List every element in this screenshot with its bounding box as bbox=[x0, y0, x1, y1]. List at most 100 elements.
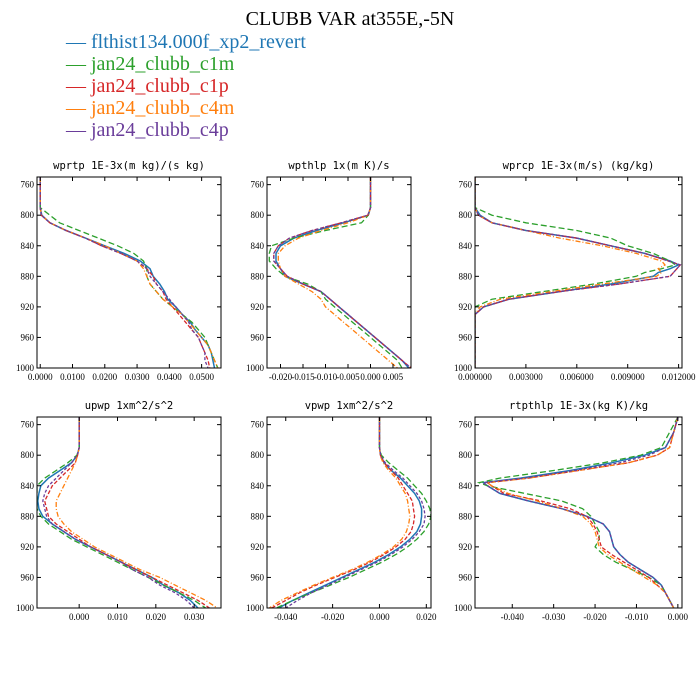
series-line bbox=[44, 417, 210, 608]
series-line bbox=[268, 177, 403, 368]
series-line bbox=[268, 417, 411, 608]
panel-title: vpwp 1xm^2/s^2 bbox=[305, 400, 394, 412]
y-tick-label: 760 bbox=[21, 180, 35, 190]
legend-line-swatch: — bbox=[66, 119, 86, 141]
y-tick-label: 920 bbox=[459, 302, 473, 312]
y-tick-label: 1000 bbox=[16, 363, 35, 373]
series-line bbox=[39, 177, 211, 368]
x-tick-label: -0.015 bbox=[291, 372, 315, 382]
legend-line-swatch: — bbox=[66, 97, 86, 119]
series-line bbox=[37, 417, 207, 608]
series-line bbox=[278, 417, 423, 608]
y-tick-label: 880 bbox=[459, 271, 473, 281]
y-tick-label: 1000 bbox=[16, 603, 35, 613]
y-tick-label: 880 bbox=[459, 511, 473, 521]
x-tick-label: 0.006000 bbox=[560, 372, 594, 382]
plot-frame bbox=[36, 416, 222, 609]
x-tick-label: 0.020 bbox=[146, 612, 167, 622]
series-line bbox=[475, 177, 667, 368]
series-group bbox=[268, 177, 411, 368]
x-tick-label: 0.000 bbox=[369, 612, 390, 622]
series-group bbox=[268, 417, 431, 608]
series-group bbox=[475, 177, 682, 368]
chart-panel: wprcp 1E-3x(m/s) (kg/kg) 760 800 840 880 920 9… bbox=[454, 160, 696, 382]
legend: — flthist134.000f_xp2_revert — jan24_clu… bbox=[66, 31, 306, 141]
x-tick-label: 0.009000 bbox=[611, 372, 645, 382]
y-tick-label: 960 bbox=[21, 572, 35, 582]
y-tick-label: 920 bbox=[21, 542, 35, 552]
x-tick-label: -0.010 bbox=[314, 372, 338, 382]
y-tick-label: 880 bbox=[251, 511, 265, 521]
x-tick-label: 0.0100 bbox=[60, 372, 85, 382]
y-tick-label: 800 bbox=[21, 450, 35, 460]
y-tick-label: 760 bbox=[251, 180, 265, 190]
y-tick-label: 920 bbox=[459, 542, 473, 552]
series-line bbox=[481, 417, 679, 608]
series-line bbox=[485, 417, 679, 608]
y-tick-label: 920 bbox=[251, 542, 265, 552]
series-line bbox=[39, 177, 219, 368]
panel-title: wprcp 1E-3x(m/s) (kg/kg) bbox=[503, 160, 655, 172]
y-tick-label: 960 bbox=[459, 332, 473, 342]
plot-frame bbox=[266, 176, 412, 369]
series-line bbox=[39, 177, 209, 368]
series-line bbox=[475, 177, 681, 368]
y-tick-label: 840 bbox=[21, 481, 35, 491]
legend-entry: — flthist134.000f_xp2_revert bbox=[66, 31, 306, 53]
x-tick-label: 0.000 bbox=[360, 372, 381, 382]
y-tick-label: 1000 bbox=[454, 363, 473, 373]
y-tick-label: 800 bbox=[459, 210, 473, 220]
x-tick-label: 0.0400 bbox=[157, 372, 182, 382]
series-group bbox=[39, 177, 219, 368]
figure-title: CLUBB VAR at355E,-5N bbox=[245, 8, 455, 30]
x-tick-label: -0.040 bbox=[501, 612, 525, 622]
chart-panel: wprtp 1E-3x(m kg)/(s kg) 760 800 840 880 920 9… bbox=[16, 160, 222, 382]
series-line bbox=[285, 417, 426, 608]
legend-label: jan24_clubb_c1m bbox=[91, 53, 235, 75]
x-tick-label: 0.0000 bbox=[28, 372, 53, 382]
y-tick-label: 920 bbox=[251, 302, 265, 312]
series-line bbox=[39, 177, 219, 368]
series-line bbox=[37, 417, 199, 608]
panel-title: wpthlp 1x(m K)/s bbox=[288, 160, 389, 172]
y-tick-label: 760 bbox=[459, 420, 473, 430]
legend-line-swatch: — bbox=[66, 75, 86, 97]
plot-frame bbox=[36, 176, 222, 369]
chart-panel: rtpthlp 1E-3x(kg K)/kg 760 800 840 880 920 960… bbox=[454, 400, 688, 622]
panel-title: rtpthlp 1E-3x(kg K)/kg bbox=[509, 400, 648, 412]
series-line bbox=[475, 177, 682, 368]
x-tick-label: 0.000 bbox=[668, 612, 689, 622]
x-tick-label: 0.012000 bbox=[662, 372, 696, 382]
chart-panel: vpwp 1xm^2/s^2 760 800 840 880 920 960 1000 -0.0… bbox=[246, 400, 437, 622]
y-tick-label: 800 bbox=[251, 450, 265, 460]
x-tick-label: -0.020 bbox=[321, 612, 345, 622]
legend-entry: — jan24_clubb_c4p bbox=[66, 119, 306, 141]
y-tick-label: 800 bbox=[21, 210, 35, 220]
y-tick-label: 1000 bbox=[454, 603, 473, 613]
chart-panel: wpthlp 1x(m K)/s 760 800 840 880 920 960 1000 -0… bbox=[246, 160, 412, 382]
x-tick-label: 0.010 bbox=[107, 612, 128, 622]
x-tick-label: -0.020 bbox=[269, 372, 293, 382]
legend-entry: — jan24_clubb_c1p bbox=[66, 75, 306, 97]
chart-panel: upwp 1xm^2/s^2 760 800 840 880 920 960 1000 0.00… bbox=[16, 400, 222, 622]
plot-frame bbox=[474, 416, 683, 609]
x-tick-label: 0.0200 bbox=[92, 372, 117, 382]
series-line bbox=[275, 177, 410, 368]
legend-line-swatch: — bbox=[66, 31, 86, 53]
y-tick-label: 880 bbox=[21, 271, 35, 281]
series-line bbox=[39, 177, 216, 368]
y-tick-label: 840 bbox=[21, 241, 35, 251]
x-tick-label: 0.020 bbox=[416, 612, 437, 622]
y-tick-label: 760 bbox=[251, 420, 265, 430]
y-tick-label: 800 bbox=[459, 450, 473, 460]
y-tick-label: 880 bbox=[251, 271, 265, 281]
y-tick-label: 840 bbox=[251, 241, 265, 251]
legend-entry: — jan24_clubb_c4m bbox=[66, 97, 306, 119]
series-line bbox=[481, 417, 679, 608]
y-tick-label: 920 bbox=[21, 302, 35, 312]
y-tick-label: 840 bbox=[459, 481, 473, 491]
plot-frame bbox=[474, 176, 683, 369]
x-tick-label: -0.040 bbox=[274, 612, 298, 622]
legend-label: flthist134.000f_xp2_revert bbox=[91, 31, 306, 53]
